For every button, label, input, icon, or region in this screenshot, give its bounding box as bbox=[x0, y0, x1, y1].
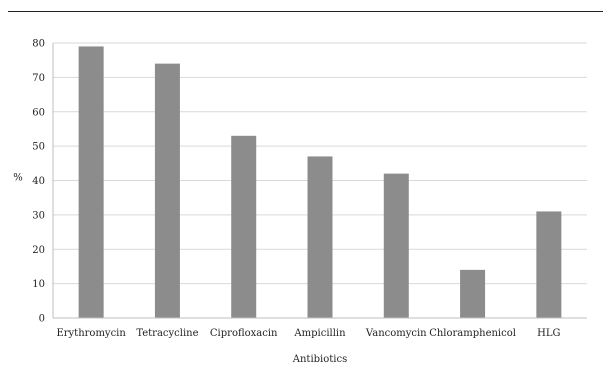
y-tick-labels: 0 10 20 30 40 50 60 70 80 bbox=[32, 39, 45, 325]
x-tick-label-vancomycin: Vancomycin bbox=[365, 328, 427, 339]
bars bbox=[78, 46, 562, 318]
bar-chloramphenicol bbox=[460, 269, 486, 318]
x-tick-labels: Erythromycin Tetracycline Ciprofloxacin Amp… bbox=[56, 328, 560, 339]
y-tick-label-30: 30 bbox=[32, 210, 45, 221]
y-axis-label: % bbox=[13, 173, 23, 184]
y-tick-label-40: 40 bbox=[32, 176, 45, 187]
x-tick-label-tetracycline: Tetracycline bbox=[136, 328, 198, 339]
y-tick-label-0: 0 bbox=[39, 314, 45, 325]
gridlines bbox=[53, 42, 587, 285]
bar-vancomycin bbox=[383, 173, 409, 318]
x-tick-label-chloramphenicol: Chloramphenicol bbox=[429, 328, 516, 339]
bar-ciprofloxacin bbox=[231, 135, 257, 318]
axes bbox=[52, 43, 587, 319]
bar-hlg bbox=[536, 211, 562, 318]
x-tick-label-hlg: HLG bbox=[537, 328, 560, 339]
x-tick-label-ampicillin: Ampicillin bbox=[293, 328, 346, 339]
y-tick-label-50: 50 bbox=[32, 142, 45, 153]
x-tick-label-erythromycin: Erythromycin bbox=[56, 328, 126, 339]
y-tick-label-80: 80 bbox=[32, 39, 45, 50]
bar-erythromycin bbox=[78, 46, 104, 318]
y-tick-label-70: 70 bbox=[32, 73, 45, 84]
x-axis-label: Antibiotics bbox=[292, 354, 347, 365]
bar-ampicillin bbox=[307, 156, 333, 318]
bar-tetracycline bbox=[154, 63, 180, 318]
top-rule bbox=[8, 11, 603, 12]
y-tick-label-10: 10 bbox=[32, 279, 45, 290]
x-tick-label-ciprofloxacin: Ciprofloxacin bbox=[210, 328, 278, 339]
y-tick-label-20: 20 bbox=[32, 245, 45, 256]
y-tick-label-60: 60 bbox=[32, 107, 45, 118]
